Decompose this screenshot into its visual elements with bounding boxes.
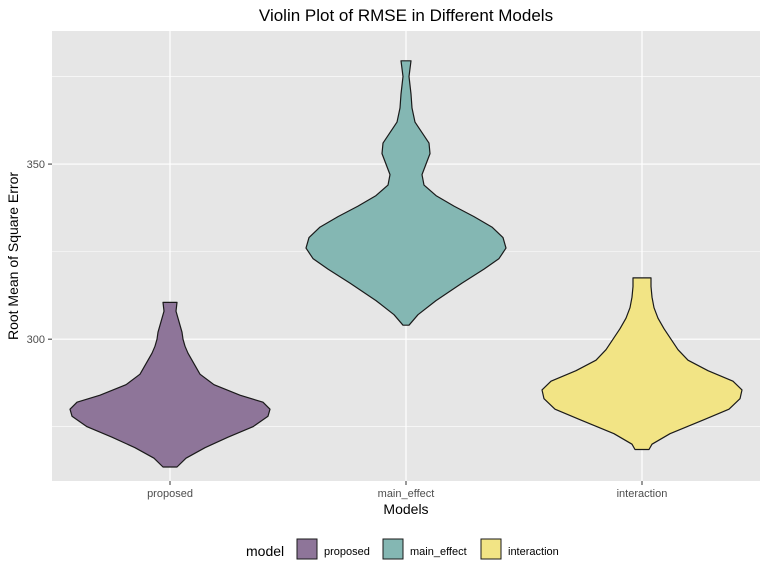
violin-proposed <box>69 301 271 468</box>
legend-key-interaction <box>480 538 502 560</box>
chart-title: Violin Plot of RMSE in Different Models <box>259 6 553 25</box>
x-tick-label: interaction <box>617 488 668 500</box>
legend-title: model <box>246 543 284 559</box>
violins <box>69 60 743 468</box>
y-axis-title: Root Mean of Square Error <box>5 172 21 340</box>
legend-label: proposed <box>324 546 370 558</box>
x-tick-label: proposed <box>147 488 193 500</box>
x-axis: proposed main_effect interaction <box>147 481 667 500</box>
x-axis-title: Models <box>383 501 428 517</box>
legend-label: main_effect <box>410 546 467 558</box>
legend: model proposed main_effect interaction <box>246 538 559 560</box>
legend-key-main-effect <box>382 538 404 560</box>
x-tick-label: main_effect <box>378 488 435 500</box>
legend-label: interaction <box>508 546 559 558</box>
violin-interaction <box>541 277 743 451</box>
y-axis: 300 350 <box>27 159 52 346</box>
y-tick-label: 300 <box>27 334 45 346</box>
violin-main-effect <box>305 60 507 326</box>
y-tick-label: 350 <box>27 159 45 171</box>
legend-key-proposed <box>296 538 318 560</box>
